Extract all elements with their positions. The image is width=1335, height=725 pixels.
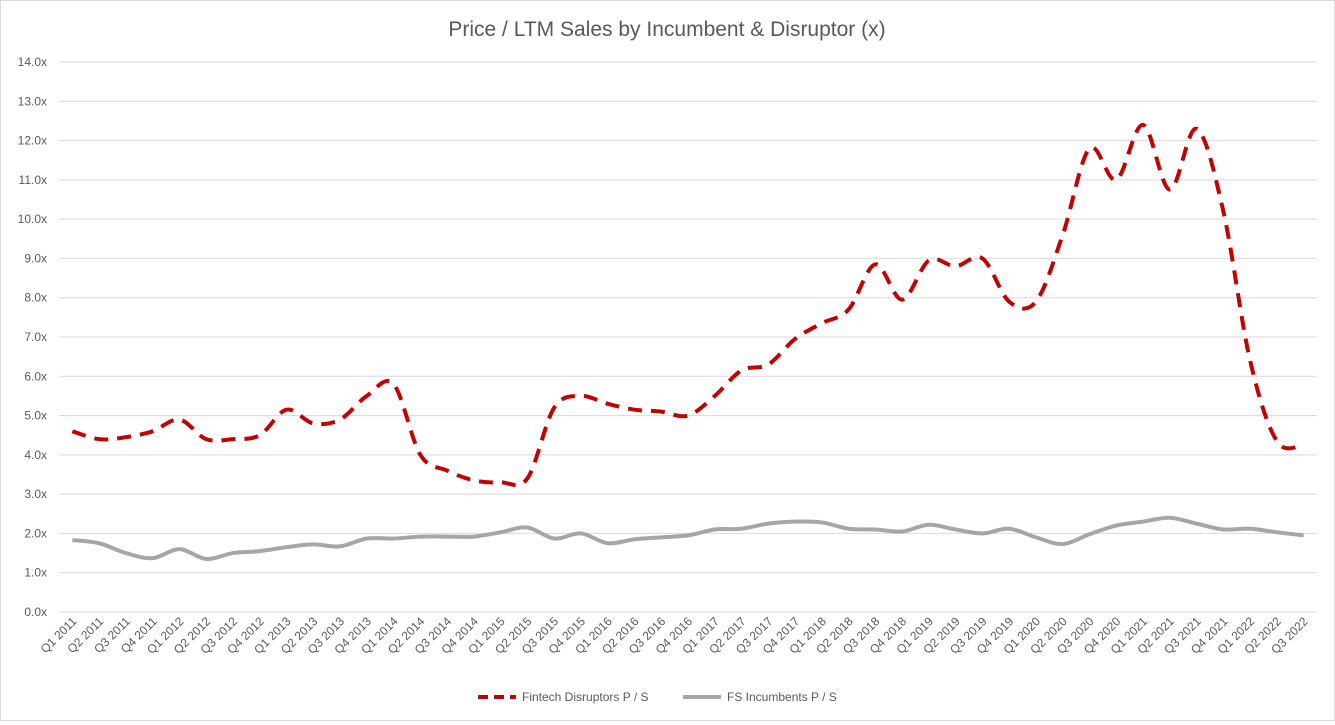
- y-tick-label: 14.0x: [18, 55, 47, 69]
- series-lines: [71, 122, 1304, 561]
- series-line-fs-incumbents-p-s: [72, 515, 1304, 561]
- legend-label: FS Incumbents P / S: [727, 690, 837, 704]
- y-tick-label: 8.0x: [24, 291, 47, 305]
- y-tick-label: 7.0x: [24, 330, 47, 344]
- y-tick-label: 13.0x: [18, 94, 47, 108]
- legend: Fintech Disruptors P / S FS Incumbents P …: [478, 690, 837, 704]
- y-tick-label: 2.0x: [24, 526, 47, 540]
- y-axis-tick-labels: 0.0x 1.0x 2.0x 3.0x 4.0x 5.0x 6.0x 7.0x 8.0x 9.0x…: [18, 55, 47, 619]
- y-tick-label: 12.0x: [18, 134, 47, 148]
- y-tick-label: 3.0x: [24, 487, 47, 501]
- y-tick-label: 5.0x: [24, 409, 47, 423]
- chart-title: Price / LTM Sales by Incumbent & Disrupt…: [448, 18, 885, 41]
- series-line-fintech-disruptors-p-s: [71, 122, 1304, 488]
- y-tick-label: 11.0x: [19, 173, 47, 187]
- y-tick-label: 6.0x: [24, 369, 47, 383]
- gridlines: [59, 61, 1317, 613]
- y-tick-label: 1.0x: [24, 566, 47, 580]
- y-tick-label: 10.0x: [18, 212, 47, 226]
- y-tick-label: 0.0x: [24, 605, 47, 619]
- y-tick-label: 9.0x: [24, 251, 47, 265]
- y-tick-label: 4.0x: [24, 448, 47, 462]
- legend-label: Fintech Disruptors P / S: [522, 690, 649, 704]
